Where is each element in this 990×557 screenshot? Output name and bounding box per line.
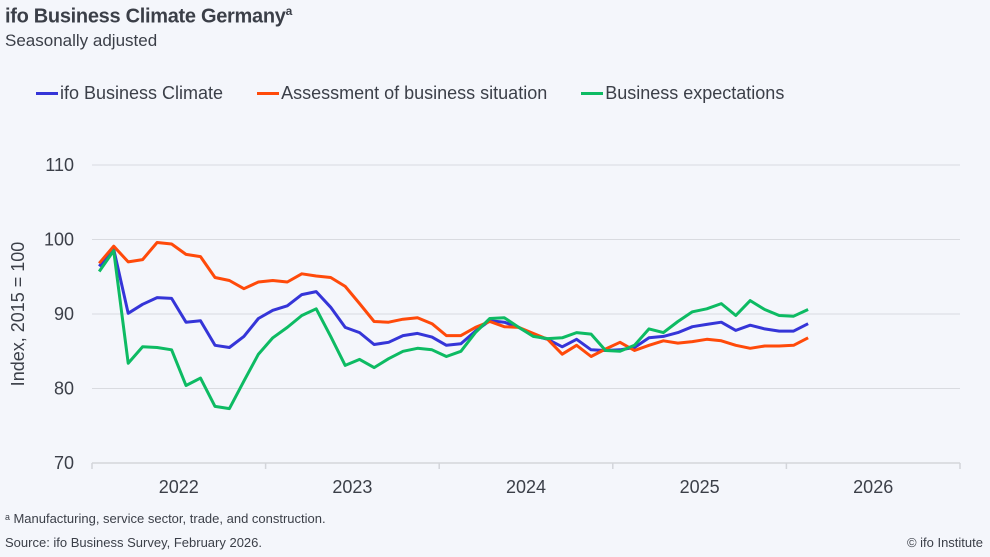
y-axis-label: Index, 2015 = 100 xyxy=(8,242,28,387)
y-tick-label: 80 xyxy=(54,379,74,399)
legend-swatch xyxy=(257,92,280,95)
legend-item-expectations: Business expectations xyxy=(581,83,784,104)
chart-subtitle: Seasonally adjusted xyxy=(5,31,158,50)
series-line-climate xyxy=(98,247,809,352)
y-tick-label: 100 xyxy=(44,230,74,250)
legend-swatch xyxy=(36,92,58,95)
legend-label: Assessment of business situation xyxy=(281,83,548,103)
legend-label: ifo Business Climate xyxy=(60,83,224,103)
footnote: ᵃ Manufacturing, service sector, trade, … xyxy=(5,511,326,526)
source-note: Source: ifo Business Survey, February 20… xyxy=(5,535,262,550)
chart-title: ifo Business Climate Germanya xyxy=(5,4,292,29)
legend: ifo Business Climate Assessment of busin… xyxy=(36,83,784,104)
legend-swatch xyxy=(581,92,604,95)
x-tick-label: 2026 xyxy=(853,477,893,497)
title-footnote-marker: a xyxy=(285,4,293,18)
x-tick-label: 2025 xyxy=(680,477,720,497)
x-tick-label: 2023 xyxy=(332,477,372,497)
chart-title-text: ifo Business Climate Germany xyxy=(5,5,286,28)
series-line-situation xyxy=(98,241,809,358)
x-tick-label: 2024 xyxy=(506,477,546,497)
x-tick-label: 2022 xyxy=(159,477,199,497)
credit: © ifo Institute xyxy=(906,535,983,550)
legend-item-situation: Assessment of business situation xyxy=(257,83,547,104)
y-tick-label: 70 xyxy=(54,453,74,473)
y-tick-label: 90 xyxy=(54,304,74,324)
y-tick-label: 110 xyxy=(45,155,74,175)
legend-item-climate: ifo Business Climate xyxy=(36,83,223,104)
series-line-expectations xyxy=(97,249,809,411)
legend-label: Business expectations xyxy=(605,83,785,103)
